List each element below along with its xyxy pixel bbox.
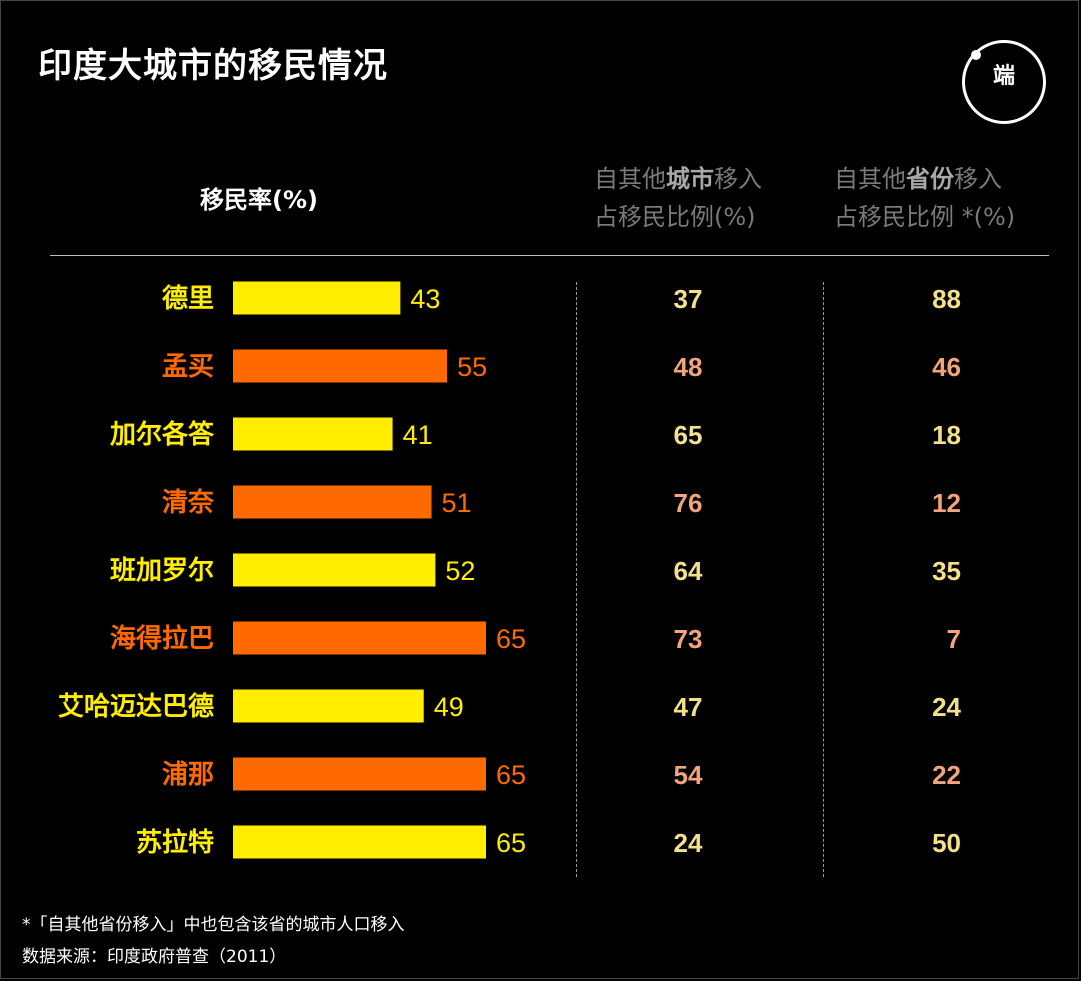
category-label: 艾哈迈达巴德 xyxy=(58,692,214,722)
province-share-value: 46 xyxy=(932,352,961,382)
logo-glyph: 端 xyxy=(992,64,1017,89)
city-share-value: 37 xyxy=(674,284,703,314)
category-label: 浦那 xyxy=(162,759,214,790)
header-rule xyxy=(50,255,1049,256)
bar xyxy=(233,417,393,451)
bar-value-label: 65 xyxy=(496,760,526,790)
province-share-value: 50 xyxy=(932,828,961,858)
city-share-value: 24 xyxy=(674,828,703,858)
city-share-value: 73 xyxy=(674,624,703,654)
data-source: 数据来源：印度政府普查（2011） xyxy=(22,947,287,967)
province-column-header: 自其他省份移入 占移民比例 *(%) xyxy=(834,160,1015,236)
city-header-line2: 占移民比例(%) xyxy=(594,203,756,231)
bar xyxy=(233,485,432,519)
category-label: 孟买 xyxy=(162,352,214,382)
category-label: 清奈 xyxy=(162,488,215,518)
province-share-value: 12 xyxy=(932,488,961,518)
bar-value-label: 41 xyxy=(403,420,433,450)
bar-value-label: 65 xyxy=(496,828,526,858)
bar xyxy=(233,553,436,587)
chart-title: 印度大城市的移民情况 xyxy=(38,46,388,86)
bar xyxy=(233,689,424,723)
city-header-line1: 自其他城市移入 xyxy=(594,165,762,193)
bar xyxy=(233,281,401,315)
logo-dot xyxy=(971,50,981,60)
province-header-line2: 占移民比例 *(%) xyxy=(834,203,1016,231)
city-share-value: 47 xyxy=(674,692,703,722)
footnote: *「自其他省份移入」中也包含该省的城市人口移入 xyxy=(22,915,405,935)
city-share-value: 54 xyxy=(674,760,703,790)
city-column-header: 自其他城市移入 占移民比例(%) xyxy=(594,160,762,236)
bar-value-label: 55 xyxy=(457,352,487,382)
city-share-value: 48 xyxy=(674,352,703,382)
bar xyxy=(233,825,486,859)
initium-logo: 端 xyxy=(962,40,1046,124)
province-share-value: 24 xyxy=(932,692,961,722)
bar-value-label: 52 xyxy=(445,556,475,586)
province-share-value: 18 xyxy=(932,420,961,450)
column-divider-1 xyxy=(576,282,577,877)
province-share-value: 7 xyxy=(947,624,961,654)
city-share-value: 64 xyxy=(674,556,703,586)
province-share-value: 35 xyxy=(932,556,961,586)
column-divider-2 xyxy=(823,282,824,877)
category-label: 海得拉巴 xyxy=(110,623,214,654)
province-header-line1: 自其他省份移入 xyxy=(834,165,1002,193)
bar xyxy=(233,757,486,791)
category-label: 苏拉特 xyxy=(136,827,214,858)
bar-value-label: 65 xyxy=(496,624,526,654)
city-share-value: 76 xyxy=(674,488,703,518)
category-label: 德里 xyxy=(162,284,214,314)
bar-value-label: 51 xyxy=(442,488,472,518)
category-label: 加尔各答 xyxy=(110,419,215,450)
bar xyxy=(233,349,448,383)
category-label: 班加罗尔 xyxy=(110,555,214,586)
bar xyxy=(233,621,486,655)
bar-value-label: 43 xyxy=(410,284,440,314)
bar-value-label: 49 xyxy=(434,692,464,722)
city-share-value: 65 xyxy=(674,420,703,450)
province-share-value: 88 xyxy=(932,284,961,314)
province-share-value: 22 xyxy=(932,760,961,790)
rate-column-header: 移民率(%) xyxy=(200,186,318,214)
